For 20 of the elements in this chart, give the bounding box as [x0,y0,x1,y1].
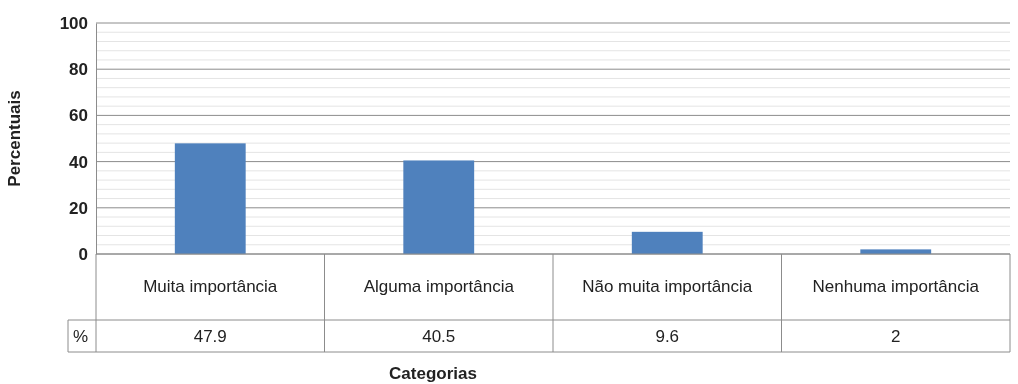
y-tick-label: 40 [69,152,88,172]
data-label: 9.6 [655,327,680,346]
y-tick-label: 100 [59,13,88,33]
bar [403,160,475,254]
data-label: 47.9 [193,327,227,346]
bar [174,143,246,254]
x-tick-label: Não muita importância [582,277,753,296]
y-tick-label: 80 [69,60,88,80]
y-axis-title: Percentuais [5,90,24,187]
x-axis-title: Categorias [389,364,477,383]
y-tick-label: 60 [69,106,88,126]
x-tick-label: Nenhuma importância [812,277,980,296]
data-label: 2 [891,327,901,346]
y-tick-label: 20 [69,198,88,218]
x-tick-label: Alguma importância [363,277,515,296]
text: % [73,327,89,346]
data-label: 40.5 [422,327,456,346]
y-tick-label: 0 [78,244,88,264]
bar [631,231,703,254]
x-tick-label: Muita importância [143,277,278,296]
